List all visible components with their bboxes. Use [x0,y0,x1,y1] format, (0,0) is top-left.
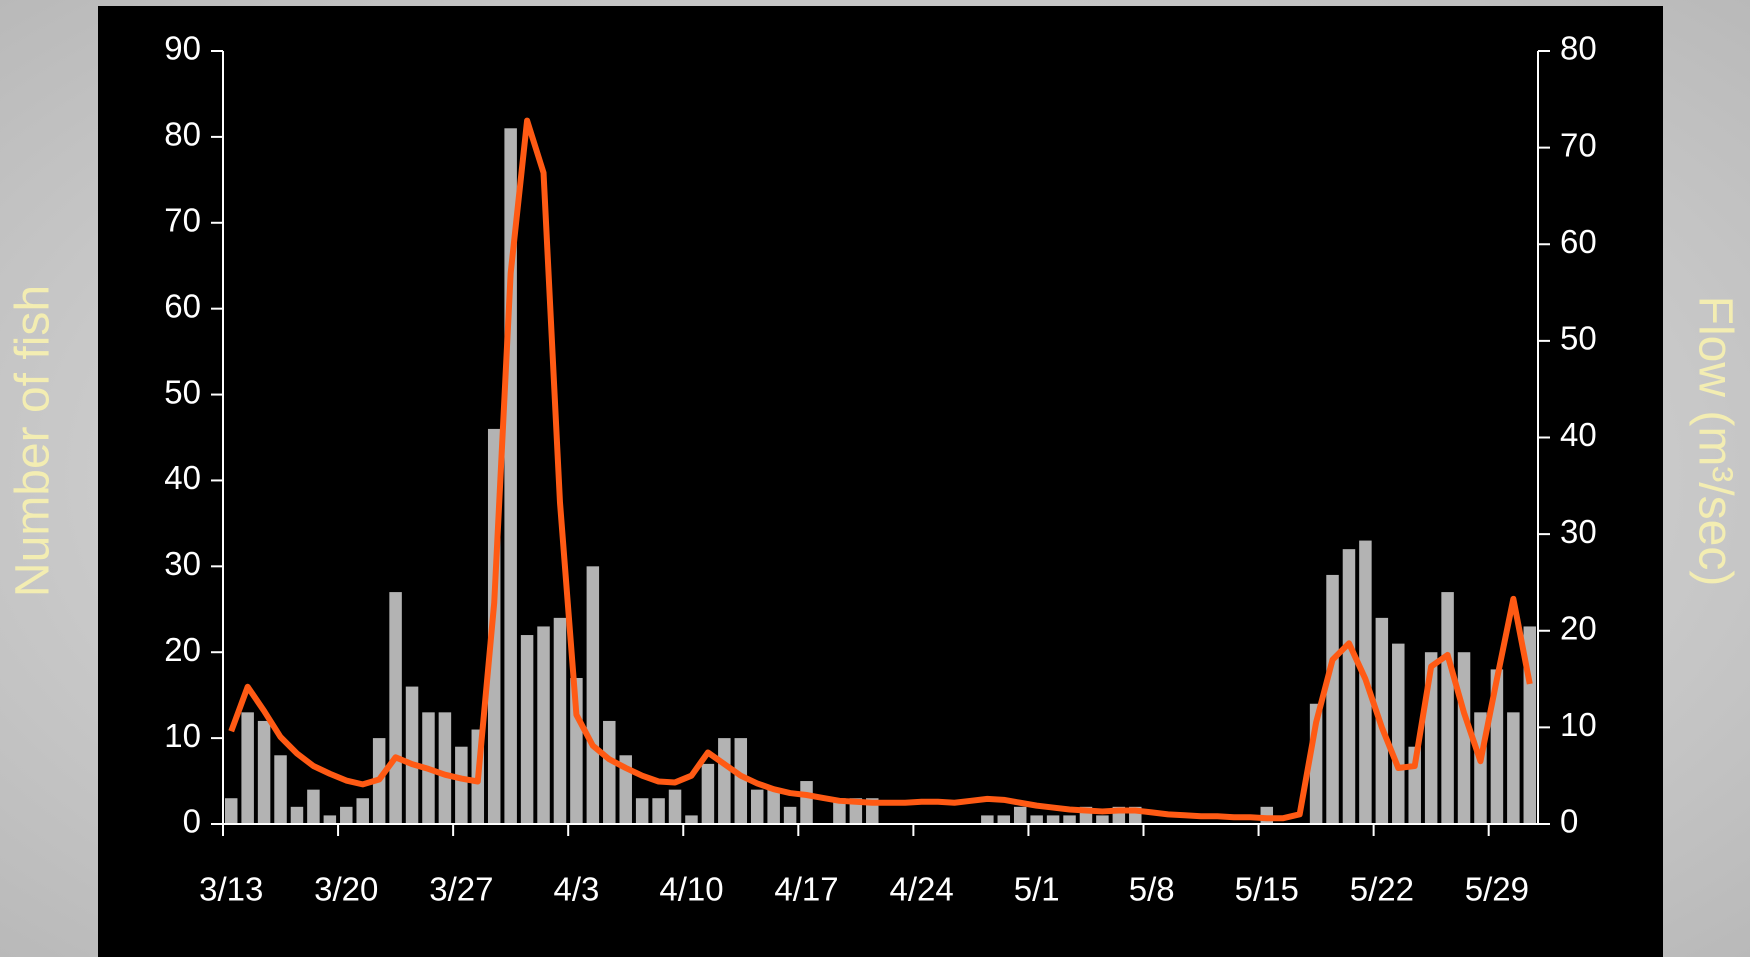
y-tick-label: 40 [164,459,201,496]
bar [537,626,550,824]
y2-tick-label: 30 [1560,513,1597,550]
bar [520,635,534,824]
bar [685,815,698,824]
bar [340,806,353,824]
bar [1013,806,1027,824]
bar [718,738,731,824]
bar [455,746,468,824]
bar [981,815,994,824]
y2-tick-label: 50 [1560,320,1597,357]
bar [553,617,567,824]
y2-axis-title: Flow (m³/sec) [1688,296,1741,587]
x-tick-label: 4/10 [659,871,723,908]
bar [997,815,1011,824]
bar [586,566,600,824]
bar [767,789,780,824]
x-tick-label: 4/24 [889,871,953,908]
y-tick-label: 0 [183,803,201,840]
x-tick-label: 3/13 [199,871,263,908]
x-tick-label: 5/15 [1235,871,1299,908]
y2-tick-label: 60 [1560,223,1597,260]
y2-tick-label: 0 [1560,803,1578,840]
x-tick-label: 4/17 [774,871,838,908]
bar [1342,549,1356,824]
x-tick-label: 5/29 [1465,871,1529,908]
bar [274,755,287,824]
bar [438,712,452,824]
y2-tick-label: 10 [1560,706,1597,743]
bar [635,798,649,824]
y-tick-label: 10 [164,717,201,754]
bar [405,686,419,824]
x-tick-label: 3/27 [429,871,493,908]
bar [323,815,337,824]
y-tick-label: 30 [164,545,201,582]
bar [1507,712,1520,824]
bar [652,798,665,824]
bar [668,789,682,824]
bar [257,720,271,824]
bar [389,592,402,824]
y-axis-title: Number of fish [7,285,60,597]
bar [1096,815,1109,824]
bar [1046,815,1060,824]
bar [800,781,813,824]
y2-tick-label: 40 [1560,416,1597,453]
y2-tick-label: 20 [1560,609,1597,646]
bar [1457,652,1471,824]
x-tick-label: 5/22 [1350,871,1414,908]
bar [224,798,238,824]
y-tick-label: 70 [164,201,201,238]
y-tick-label: 60 [164,287,201,324]
x-tick-label: 5/1 [1014,871,1060,908]
y-tick-label: 20 [164,631,201,668]
x-tick-label: 3/20 [314,871,378,908]
x-tick-label: 5/8 [1129,871,1175,908]
bar [356,798,369,824]
y-tick-label: 80 [164,116,201,153]
bar [701,763,715,824]
y2-tick-label: 80 [1560,30,1597,67]
bar [833,798,846,824]
x-tick-label: 4/3 [553,871,599,908]
flow-line [228,117,1533,822]
y-tick-label: 90 [164,30,201,67]
bar [1392,643,1405,824]
bar [603,720,616,824]
bar [783,806,797,824]
bar [734,738,748,824]
bar [1063,815,1076,824]
y-tick-label: 50 [164,373,201,410]
bar [241,712,254,824]
bar [290,806,304,824]
bar [1441,592,1454,824]
bar [1030,815,1043,824]
bar [1326,574,1339,824]
bar [307,789,320,824]
bar [750,789,764,824]
y2-tick-label: 70 [1560,126,1597,163]
